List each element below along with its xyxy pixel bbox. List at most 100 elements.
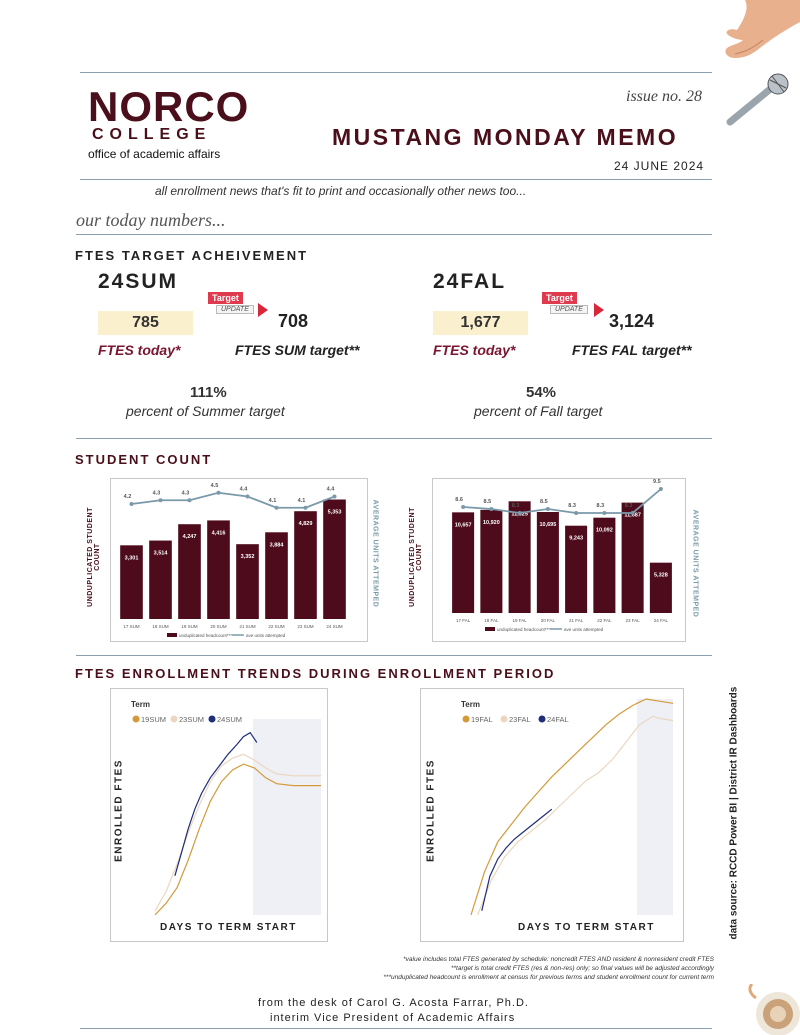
legend-line-label: ave units attempted [246,633,286,638]
units-point [574,511,579,515]
legend-label: 23SUM [179,715,204,724]
summer-y-right-wrap: AVERAGE UNITS ATTEMPED [360,500,390,620]
legend-dot [170,715,178,723]
footnote-3: ***unduplicated headcount is enrollment … [383,974,714,981]
trend-series-line [154,763,321,916]
bar-value-label: 4,829 [299,521,313,527]
bar-value-label: 3,352 [241,554,255,560]
headcount-bar [294,511,317,619]
fall-target-tag: Target [542,292,577,304]
units-point [545,507,550,511]
fall-trend-xlabel: DAYS TO TERM START [518,922,655,933]
line-value-label: 8.5 [484,499,492,505]
legend-dot [132,715,140,723]
x-tick-label: 24 SUM [326,624,343,629]
post-start-shade [637,699,673,915]
line-value-label: 4.3 [182,490,190,496]
bar-value-label: 9,243 [569,536,583,542]
summer-y-left-label: UNDUPLICATED STUDENT COUNT [87,507,101,607]
summer-trend-svg: Term 19SUM 23SUM 24SUM [131,700,321,916]
fall-chevron-icon [594,303,604,317]
headcount-bar [323,499,346,619]
fall-y-right-wrap: AVERAGE UNITS ATTEMPED [680,510,710,630]
units-point [332,494,337,499]
summer-percent-label: percent of Summer target [126,403,285,419]
logo-sub: COLLEGE [92,126,212,143]
legend-dot [538,715,546,723]
legend-label: 24FAL [547,715,569,724]
trend-series-line [470,698,674,916]
trend-series-line [154,753,321,912]
headcount-bar [565,525,588,613]
x-tick-label: 18 FAL [484,618,499,623]
footer-rule [80,1028,712,1029]
units-point [489,507,494,511]
bar-value-label: 3,301 [125,555,139,561]
fall-percent-label: percent of Fall target [474,403,603,419]
legend-title: Term [131,700,150,709]
bar-value-label: 4,416 [212,530,226,536]
fall-trend-y-wrap: ENROLLED FTES [416,759,446,870]
fall-trend-chart: Term 19FAL 23FAL 24FAL [420,688,684,942]
footnotes: *value includes total FTES generated by … [383,955,714,982]
summer-target-label: FTES SUM target** [235,342,360,358]
trend-series-line [477,715,674,916]
fall-y-left-label: UNDUPLICATED STUDENT COUNT [409,507,423,607]
bar-value-label: 5,353 [328,510,342,516]
fall-trend-svg: Term 19FAL 23FAL 24FAL [461,698,674,916]
legend-label: 19SUM [141,715,166,724]
headcount-bar [536,511,559,613]
footer-line-1: from the desk of Carol G. Acosta Farrar,… [258,997,529,1009]
x-tick-label: 20 FAL [541,618,556,623]
student-count-heading: STUDENT COUNT [75,452,213,467]
summer-chevron-icon [258,303,268,317]
legend-bar-label: unduplicated headcount*** [179,633,232,638]
legend-dot [208,715,216,723]
line-value-label: 4.4 [240,487,249,493]
student-rule [76,655,712,656]
legend-title: Term [461,700,480,709]
summer-trend-y-wrap: ENROLLED FTES [104,759,134,870]
logo-main: NORCO [88,83,250,130]
header-rule [80,179,712,180]
issue-number: issue no. 28 [626,88,702,105]
ftes-rule [76,438,712,439]
section-today-title: our today numbers... [76,210,226,230]
line-value-label: 4.1 [298,498,306,504]
summer-percent: 111% [190,384,227,401]
headcount-bar [508,501,531,613]
summer-y-right-label: AVERAGE UNITS ATTEMPED [371,499,379,608]
fall-ftes-today-value: 1,677 [433,311,528,335]
summer-today-label: FTES today* [98,342,181,358]
units-point [630,511,635,515]
trends-heading: FTES ENROLLMENT TRENDS DURING ENROLLMENT… [75,666,556,681]
bar-value-label: 11,687 [624,513,641,519]
bar-value-label: 10,695 [539,522,556,528]
x-tick-label: 21 SUM [239,624,256,629]
today-rule [76,234,712,235]
summer-target-tag: Target [208,292,243,304]
x-tick-label: 23 FAL [625,618,640,623]
units-point [129,502,134,506]
ftes-heading: FTES TARGET ACHEIVEMENT [75,248,309,263]
headcount-bar [452,512,475,613]
units-point [658,487,663,491]
fall-y-right-label: AVERAGE UNITS ATTEMPED [691,509,699,618]
issue-date: 24 JUNE 2024 [614,159,705,173]
bar-value-label: 10,920 [483,520,500,526]
legend-dot [462,715,470,723]
fall-trend-ylabel: ENROLLED FTES [425,759,437,862]
units-point [216,490,221,495]
headcount-bar [236,544,259,619]
units-point [517,511,522,515]
x-tick-label: 22 SUM [268,624,285,629]
legend-line-label: ave units attempted [564,627,604,632]
legend-label: 24SUM [217,715,242,724]
trend-series-line [481,808,553,911]
summer-target-value: 708 [278,311,309,331]
headcount-bar [265,532,288,619]
x-tick-label: 19 FAL [512,618,527,623]
headcount-bar [149,540,172,619]
headcount-bar [120,545,143,619]
